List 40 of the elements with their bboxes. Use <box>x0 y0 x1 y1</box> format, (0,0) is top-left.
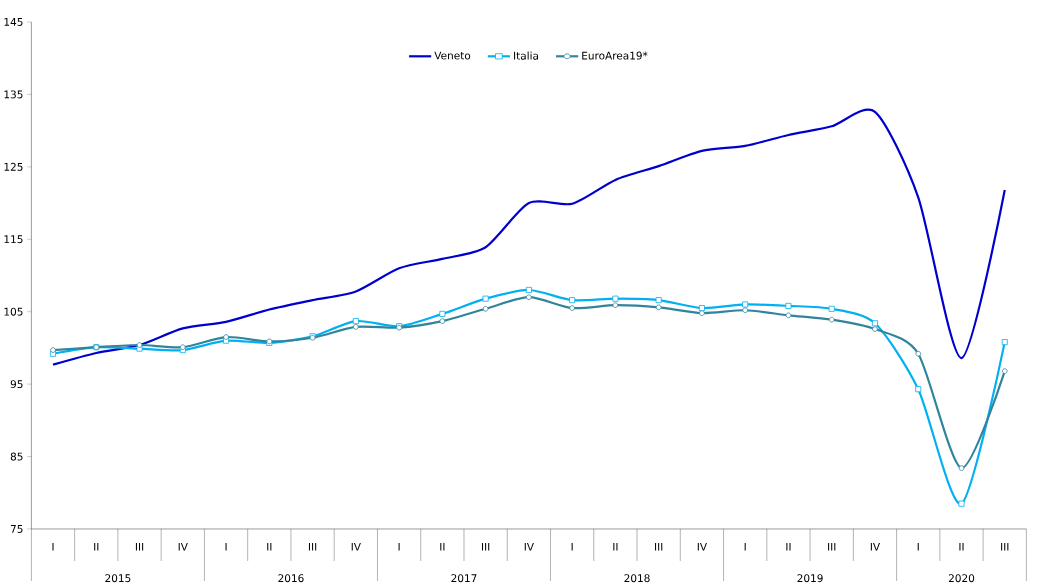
x-tick-label: III <box>1001 542 1009 551</box>
x-tick-label: I <box>744 542 746 551</box>
text: 2017 <box>451 574 477 583</box>
x-tick-label: III <box>828 542 836 551</box>
x-tick-label: III <box>308 542 317 551</box>
y-tick-label: 75 <box>10 525 23 533</box>
x-tick-label: I <box>52 542 54 551</box>
x-tick-label: III <box>482 542 490 551</box>
text: 2019 <box>797 574 823 583</box>
x-tick-label: II <box>786 542 791 551</box>
x-tick-label: III <box>135 542 144 551</box>
y-tick-label: 115 <box>4 235 23 244</box>
x-tick-label: IV <box>870 542 881 551</box>
x-tick-label: I <box>917 542 919 551</box>
x-tick-label: II <box>613 542 618 551</box>
x-tick-label: II <box>94 542 99 551</box>
x-tick-label: IV <box>524 542 534 551</box>
y-tick-label: 105 <box>4 307 23 316</box>
text: 2016 <box>278 574 304 583</box>
y-tick-label: 95 <box>10 380 23 389</box>
y-tick-label: 135 <box>4 90 23 99</box>
x-tick-label: II <box>959 542 964 551</box>
text: 2020 <box>948 574 975 583</box>
x-tick-label: IV <box>697 542 707 551</box>
y-tick-label: 85 <box>10 452 23 461</box>
text: 2015 <box>105 574 131 583</box>
x-tick-label: I <box>571 542 573 551</box>
x-tick-label: IV <box>178 542 188 551</box>
legend-label: Veneto <box>434 51 471 60</box>
x-tick-label: II <box>440 542 445 551</box>
x-tick-label: I <box>398 542 400 551</box>
x-tick-label: III <box>655 542 663 551</box>
text: 2018 <box>624 574 650 583</box>
x-tick-label: I <box>225 542 227 551</box>
y-tick-label: 125 <box>4 162 23 171</box>
x-tick-label: IV <box>351 542 361 551</box>
y-tick-label: 145 <box>4 18 23 26</box>
x-tick-label: II <box>267 542 272 551</box>
legend-label: Italia <box>514 51 538 60</box>
legend-label: EuroArea19* <box>582 51 648 60</box>
